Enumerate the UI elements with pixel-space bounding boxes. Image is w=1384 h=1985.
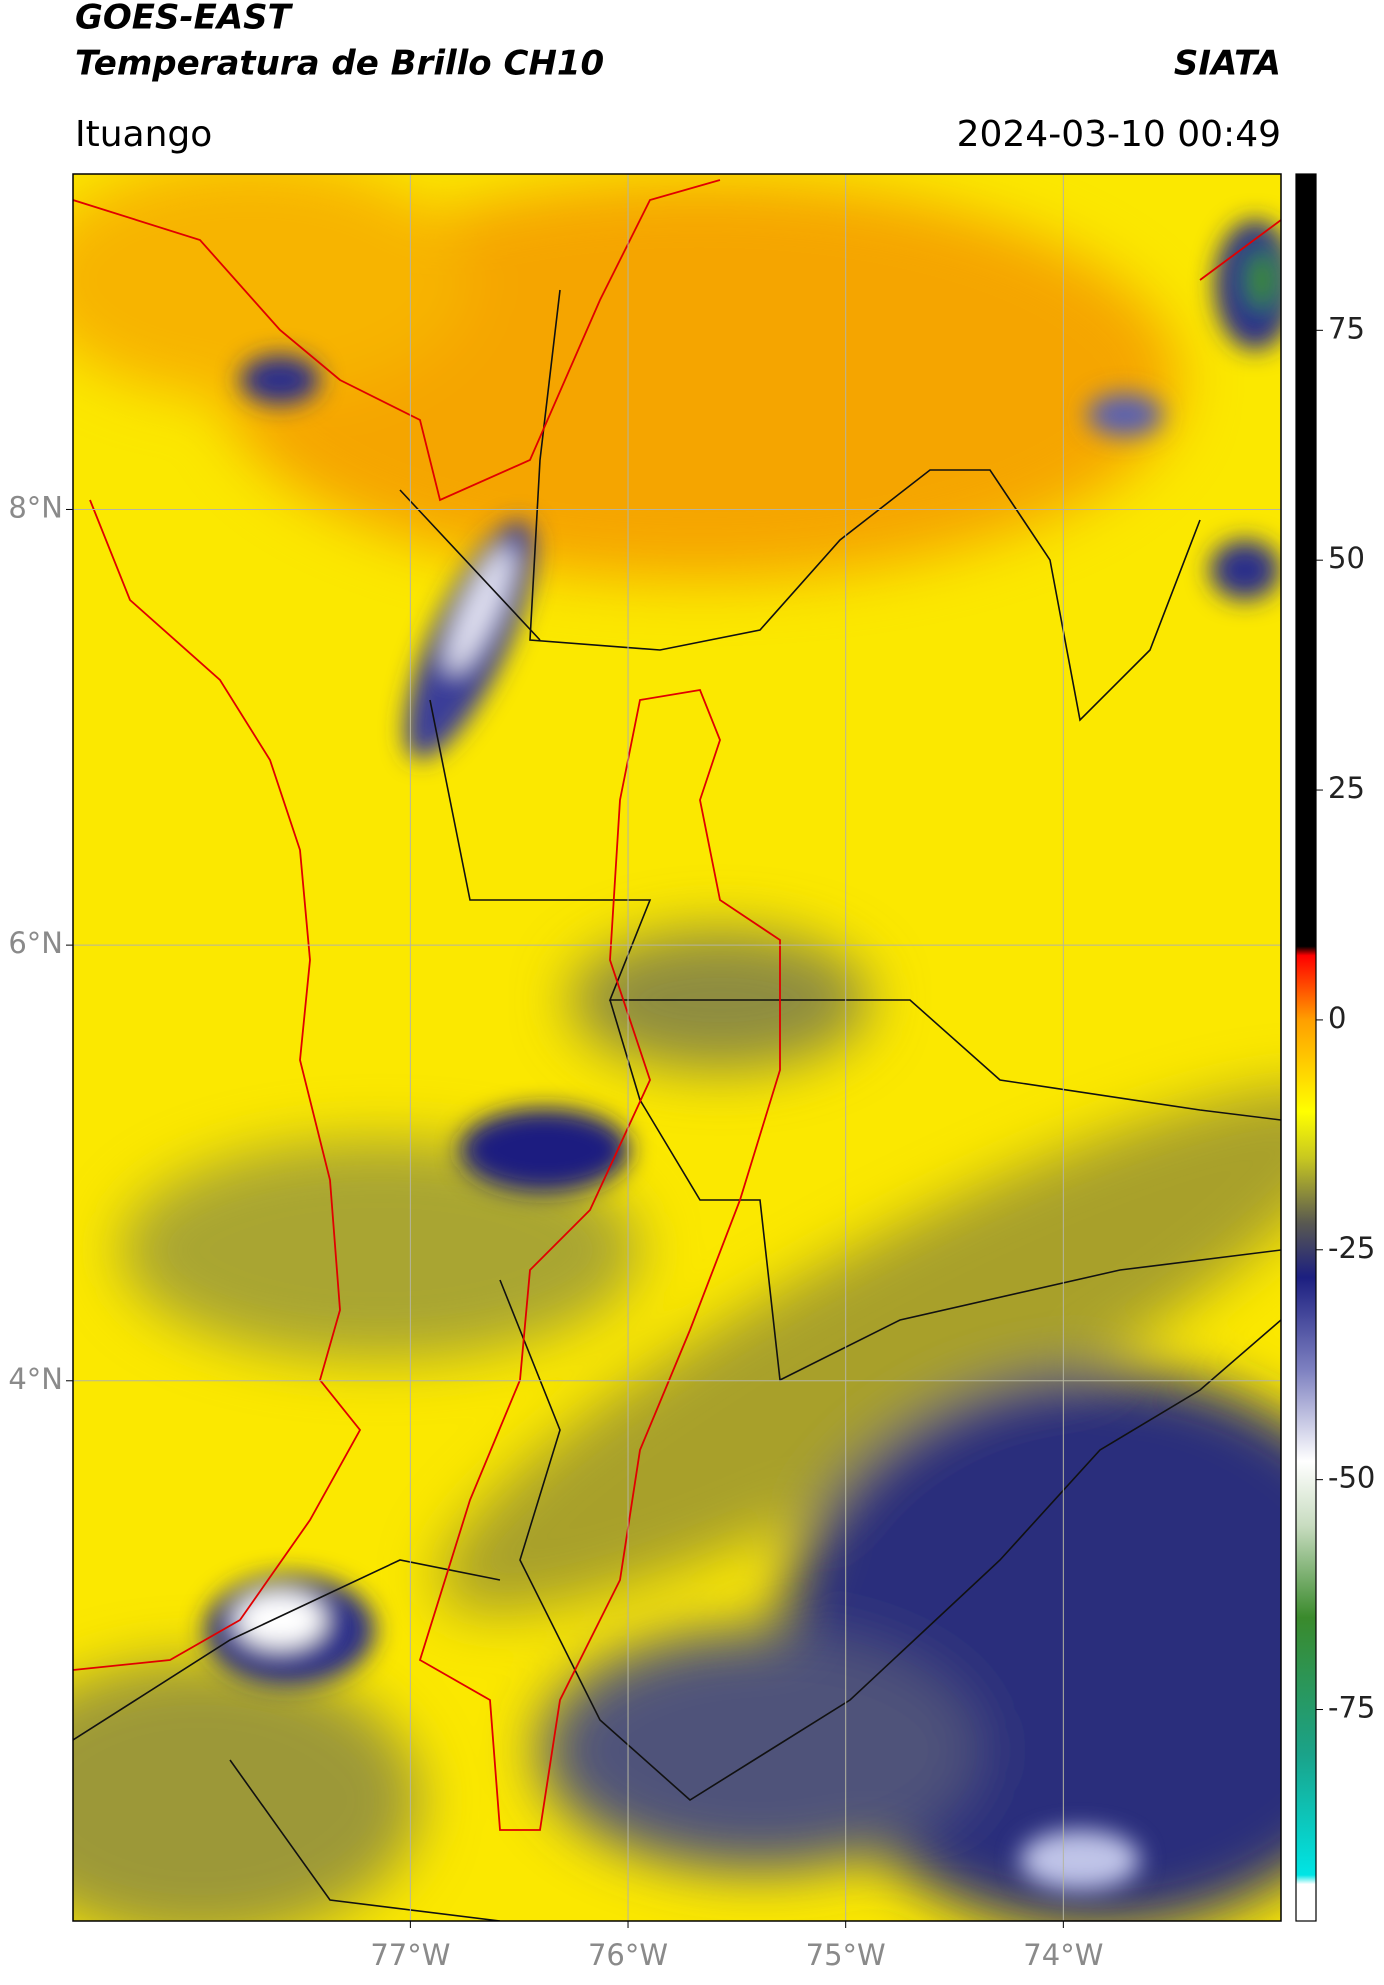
datetime: 2024-03-10 00:49 [957,114,1281,155]
source: SIATA [1174,44,1281,84]
lon-tick-label: 75°W [806,1938,886,1972]
lat-tick-label: 4°N [8,1362,63,1396]
subtitle: Temperatura de Brillo CH10 [75,44,604,84]
lat-tick-label: 6°N [8,926,63,960]
lon-tick-label: 77°W [370,1938,450,1972]
colorbar-tick-label: 75 [1328,311,1365,345]
colorbar-tick-label: -75 [1328,1691,1375,1725]
lat-tick-label: 8°N [8,490,63,524]
lon-tick-label: 76°W [588,1938,668,1972]
title: GOES-EAST [75,0,294,38]
colorbar-tick-label: -25 [1328,1231,1375,1265]
colorbar-frame [1295,173,1317,1922]
colorbar-tick-label: 0 [1328,1001,1346,1035]
colorbar-tick-label: 25 [1328,771,1365,805]
colorbar-tick-label: 50 [1328,541,1365,575]
satellite-image [73,174,1281,1921]
colorbar-tick-label: -50 [1328,1461,1375,1495]
region: Ituango [75,114,212,155]
colorbar [1296,174,1316,1921]
lon-tick-label: 74°W [1023,1938,1103,1972]
map-frame [72,173,1282,1922]
